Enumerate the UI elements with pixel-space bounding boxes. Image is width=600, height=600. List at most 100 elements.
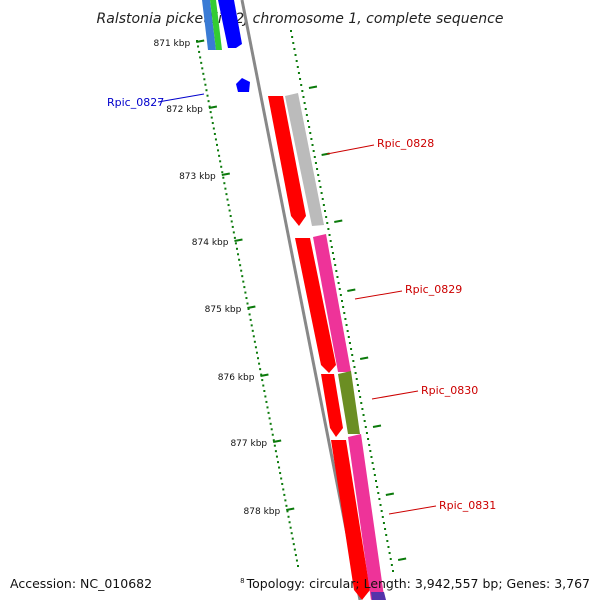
gene-label-rpic-0828[interactable]: Rpic_0828 [377, 137, 434, 150]
ruler-dot [239, 264, 242, 267]
ruler-dot [336, 276, 339, 278]
ruler-dot [376, 486, 379, 488]
gene-label-rpic-0827[interactable]: Rpic_0827 [107, 96, 164, 109]
ruler-dot [262, 384, 265, 387]
ruler-dot [242, 280, 245, 283]
ruler-dot [354, 372, 357, 374]
ruler-dot [265, 400, 268, 403]
ruler-dot [389, 558, 392, 560]
ruler-dot [227, 204, 230, 207]
ruler-dot [222, 176, 225, 179]
feature-block[interactable] [295, 238, 336, 373]
ruler-dot [218, 154, 221, 157]
ruler-dot [370, 456, 373, 458]
ruler-dot [250, 324, 253, 327]
feature-block[interactable] [331, 440, 370, 600]
ruler-dot [369, 450, 372, 452]
ruler-dot [353, 366, 356, 368]
ruler-dot [318, 180, 321, 182]
ruler-dot [279, 472, 282, 475]
feature-block[interactable] [218, 0, 242, 48]
gene-label-rpic-0829[interactable]: Rpic_0829 [405, 283, 462, 296]
ruler-dot [217, 149, 220, 152]
ruler-dot [266, 406, 269, 409]
ruler-dot [352, 360, 355, 362]
ruler-dot [310, 138, 313, 140]
scale-ruler-inner [196, 40, 299, 567]
gene-rpic-0827-feature[interactable] [236, 78, 250, 92]
ruler-dot [330, 246, 333, 248]
ruler-dot [294, 554, 297, 557]
scale-tick [272, 439, 282, 443]
scale-tick [247, 305, 256, 309]
ruler-dot [207, 100, 210, 103]
ruler-dot [344, 318, 347, 320]
ruler-dot [282, 488, 285, 491]
ruler-dot [339, 294, 342, 296]
ruler-dot [263, 390, 266, 392]
ruler-dot [312, 150, 315, 152]
ruler-dot [251, 329, 254, 332]
gene-label-rpic-0830[interactable]: Rpic_0830 [421, 384, 478, 397]
ruler-dot [292, 543, 295, 546]
ruler-dot [234, 242, 237, 245]
ruler-dot [373, 474, 376, 476]
feature-block[interactable] [202, 0, 216, 50]
feature-block[interactable] [321, 374, 343, 437]
ruler-dot [305, 114, 308, 116]
ruler-dot [359, 396, 362, 398]
ruler-dot [377, 492, 380, 494]
ruler-dot [301, 90, 304, 92]
scale-tick [221, 172, 230, 176]
gene-rpic-0829-feature[interactable] [313, 234, 351, 372]
scale-tick-label: 877 kbp [230, 439, 267, 449]
ruler-dot [223, 182, 226, 185]
feature-block[interactable] [371, 592, 386, 600]
leader-line [388, 505, 437, 515]
ruler-major-tick [334, 219, 343, 223]
feature-block[interactable] [210, 0, 222, 50]
ruler-dot [205, 89, 208, 92]
leader-line [354, 290, 403, 300]
scale-tick-label: 874 kbp [192, 238, 229, 248]
ruler-dot [209, 111, 212, 114]
ruler-dot [294, 54, 297, 56]
ruler-dot [287, 515, 290, 518]
ruler-dot [329, 240, 332, 242]
ruler-dot [325, 216, 328, 218]
ruler-dot [248, 313, 251, 316]
ruler-dot [314, 162, 317, 164]
ruler-dot [269, 422, 272, 425]
ruler-dot [201, 67, 204, 70]
ruler-dot [371, 462, 374, 464]
ruler-dot [317, 174, 320, 176]
ruler-dot [380, 510, 383, 512]
gene-labels: Rpic_0827 Rpic_0828 Rpic_0829 Rpic_0830 … [107, 93, 496, 515]
ruler-dot [338, 288, 341, 290]
ruler-dot [392, 570, 394, 572]
gene-label-rpic-0831[interactable]: Rpic_0831 [439, 499, 496, 512]
ruler-dot [238, 258, 241, 261]
gene-rpic-0828-feature[interactable] [285, 93, 324, 226]
gene-rpic-0831-feature[interactable] [348, 434, 384, 600]
feature-track [202, 0, 386, 600]
ruler-dot [208, 105, 211, 108]
scale-tick-label: 876 kbp [218, 373, 255, 383]
ruler-dot [235, 247, 238, 250]
gene-rpic-0830-feature[interactable] [338, 371, 360, 434]
ruler-dot [388, 552, 391, 554]
feature-block[interactable] [268, 96, 306, 226]
ruler-dot [272, 439, 275, 442]
ruler-dot [229, 215, 232, 217]
ruler-dot [290, 532, 293, 535]
ruler-dot [260, 373, 263, 376]
ruler-dot [328, 234, 331, 236]
ruler-dot [244, 291, 247, 294]
ruler-dot [215, 143, 218, 146]
ruler-dot [221, 171, 224, 174]
ruler-dot [204, 83, 207, 86]
ruler-dot [351, 354, 354, 356]
ruler-dot [300, 84, 303, 86]
ruler-dot [277, 461, 280, 464]
